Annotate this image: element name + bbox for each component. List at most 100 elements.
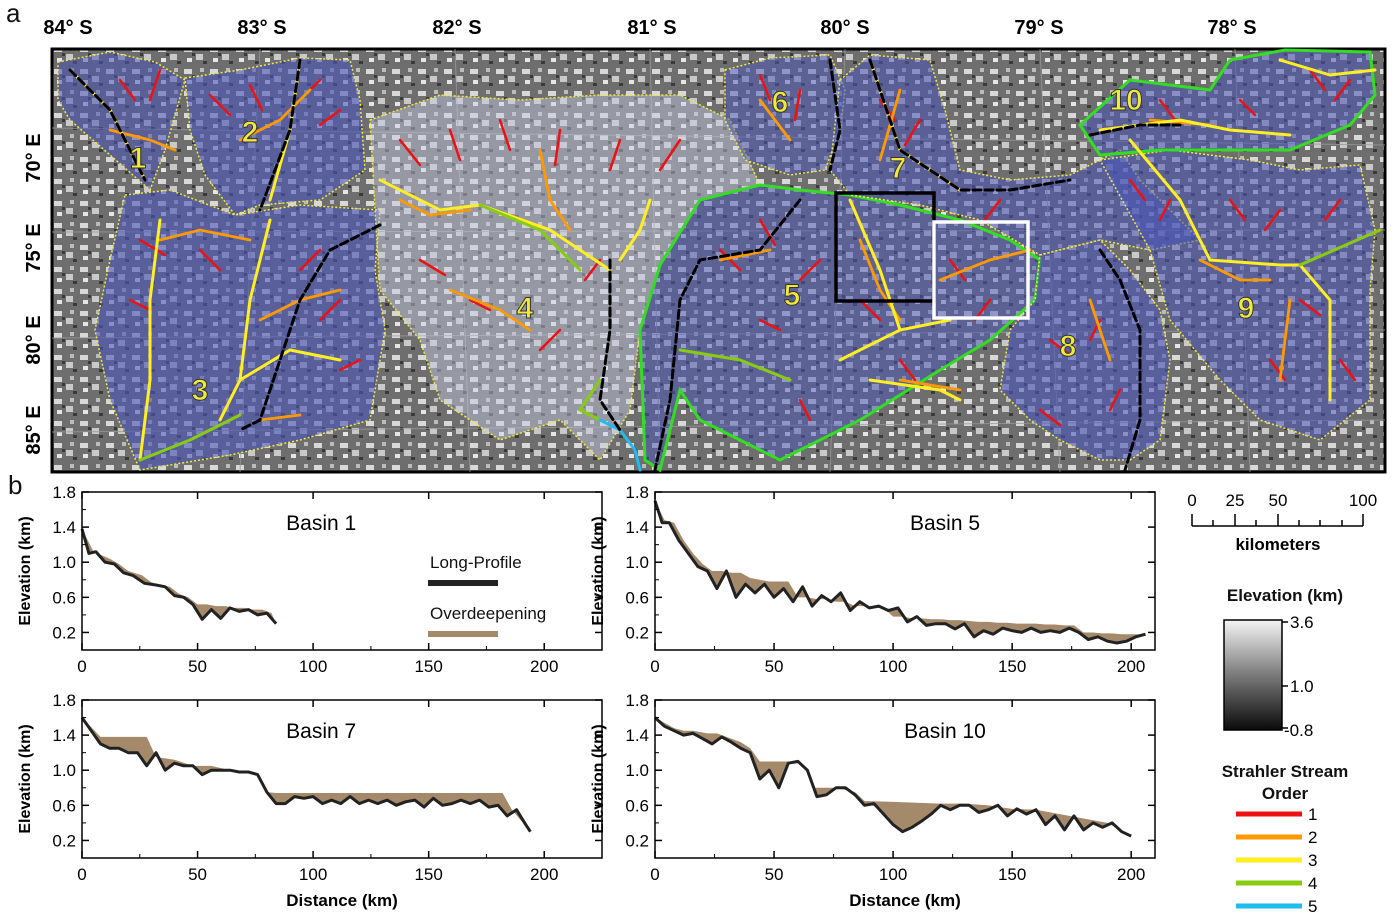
plot-frame (654, 491, 1156, 651)
lat-label: 83° S (237, 17, 286, 39)
longitude-labels: 70° E 75° E 80° E 85° E (23, 133, 45, 454)
stream-order-label: 4 (1308, 874, 1317, 893)
chart-title: Basin 10 (904, 720, 986, 743)
lat-label: 78° S (1207, 17, 1256, 39)
elevation-tick: 1.0 (1290, 677, 1314, 696)
lat-label: 82° S (432, 17, 481, 39)
x-tick-label: 0 (77, 865, 86, 884)
x-axis-label: Distance (km) (849, 891, 960, 910)
x-tick-label: 150 (998, 657, 1026, 676)
y-tick-label: 1.8 (52, 691, 76, 710)
y-tick-label: 1.0 (52, 553, 76, 572)
stream-order-label: 1 (1308, 805, 1317, 824)
x-tick-label: 200 (530, 865, 558, 884)
x-tick-label: 150 (998, 865, 1026, 884)
x-tick-label: 100 (879, 657, 907, 676)
lat-label: 80° S (820, 17, 869, 39)
legend-overdeepening-swatch (428, 631, 498, 637)
plot-frame (81, 491, 603, 651)
scale-tick-label: 50 (1269, 491, 1288, 510)
lat-label: 81° S (627, 17, 676, 39)
lon-label: 80° E (23, 315, 45, 364)
basin-number-label: 2 (242, 116, 259, 149)
overdeepening-area (655, 717, 1132, 837)
scale-tick-label: 100 (1349, 491, 1377, 510)
overdeepening-area (655, 500, 1146, 643)
y-axis-label: Elevation (km) (590, 516, 607, 625)
elevation-tick: 3.6 (1290, 616, 1314, 632)
y-tick-label: 0.2 (625, 831, 649, 850)
basin-number-label: 5 (784, 279, 801, 312)
y-axis-label: Elevation (km) (590, 724, 607, 833)
y-tick-label: 1.4 (52, 518, 76, 537)
long-profile-line (80, 528, 278, 625)
stream-order-label: 3 (1308, 851, 1317, 870)
long-profile-line (653, 716, 1132, 838)
x-tick-label: 0 (650, 865, 659, 884)
x-tick-label: 50 (765, 657, 784, 676)
y-tick-label: 1.4 (625, 726, 649, 745)
chart-basin-7: 0.2 0.6 1.0 1.4 1.8 0 50 100 150 200 Basin 7 Elevat… (17, 691, 603, 910)
x-tick-label: 0 (650, 657, 659, 676)
white-inset-box (932, 220, 1030, 320)
scale-bar: 0 25 50 100 kilometers (1187, 491, 1377, 554)
x-tick-label: 50 (188, 865, 207, 884)
y-tick-label: 0.2 (625, 623, 649, 642)
scale-tick-label: 0 (1187, 491, 1196, 510)
y-tick-label: 1.4 (52, 726, 76, 745)
y-tick-label: 0.6 (52, 588, 76, 607)
basin-7 (829, 54, 1202, 256)
y-tick-label: 1.0 (52, 761, 76, 780)
basin-10 (1078, 48, 1377, 157)
scale-tick-label: 25 (1226, 491, 1245, 510)
y-tick-label: 0.6 (625, 588, 649, 607)
stream-order-label: 2 (1308, 828, 1317, 847)
lon-label: 70° E (23, 133, 45, 182)
x-tick-label: 100 (299, 657, 327, 676)
lon-label: 85° E (23, 405, 45, 454)
panel-a-label: a (6, 0, 21, 28)
x-tick-label: 100 (299, 865, 327, 884)
y-tick-label: 0.6 (625, 796, 649, 815)
basin-number-label: 9 (1238, 292, 1255, 325)
x-tick-label: 200 (530, 657, 558, 676)
elevation-legend-title: Elevation (km) (1226, 586, 1344, 605)
basin-number-label: 4 (517, 292, 534, 325)
basin-number-label: 1 (130, 142, 147, 175)
basin-9 (1098, 149, 1376, 441)
y-tick-label: 0.2 (52, 831, 76, 850)
strahler-legend-title-line2: Order (1261, 784, 1309, 803)
basin-2 (184, 57, 366, 216)
basin-3 (94, 189, 386, 471)
lon-label: 75° E (23, 223, 45, 272)
x-tick-label: 100 (879, 865, 907, 884)
basin-number-labels: 1 2 3 4 5 6 7 8 9 10 (129, 84, 1255, 408)
x-tick-label: 200 (1117, 657, 1145, 676)
lat-label: 79° S (1014, 17, 1063, 39)
basin-number-label: 7 (890, 152, 907, 185)
chart-basin-10: 0.2 0.6 1.0 1.4 1.8 0 50 100 150 200 Basin 10 Eleva… (590, 691, 1156, 910)
stream-network (68, 58, 1382, 472)
y-axis-label: Elevation (km) (17, 724, 34, 833)
latitude-labels: 84° S 83° S 82° S 81° S 80° S 79° S 78° … (43, 17, 1256, 39)
long-profile-line (653, 500, 1146, 645)
elevation-tick: -0.8 (1284, 721, 1313, 740)
basin-number-label: 10 (1109, 84, 1142, 117)
y-tick-label: 1.4 (625, 518, 649, 537)
lat-label: 84° S (43, 17, 92, 39)
legend-long-profile-label: Long-Profile (430, 553, 522, 572)
plot-frame (654, 699, 1156, 859)
stream-order-label: 5 (1308, 897, 1317, 916)
x-tick-label: 50 (765, 865, 784, 884)
x-tick-label: 200 (1117, 865, 1145, 884)
legend-long-profile-swatch (428, 580, 498, 586)
scale-unit: kilometers (1235, 535, 1320, 554)
strahler-legend-title-line1: Strahler Stream (1221, 762, 1349, 781)
y-axis-label: Elevation (km) (17, 516, 34, 625)
x-tick-label: 150 (414, 657, 442, 676)
basin-number-label: 3 (192, 374, 209, 407)
chart-basin-1: 0.2 0.6 1.0 1.4 1.8 0 50 100 150 200 Basin 1 Elevat… (17, 483, 603, 676)
x-tick-label: 150 (414, 865, 442, 884)
basin-6 (724, 54, 846, 176)
elevation-colorbar: 3.6 1.0 -0.8 (1223, 616, 1314, 740)
